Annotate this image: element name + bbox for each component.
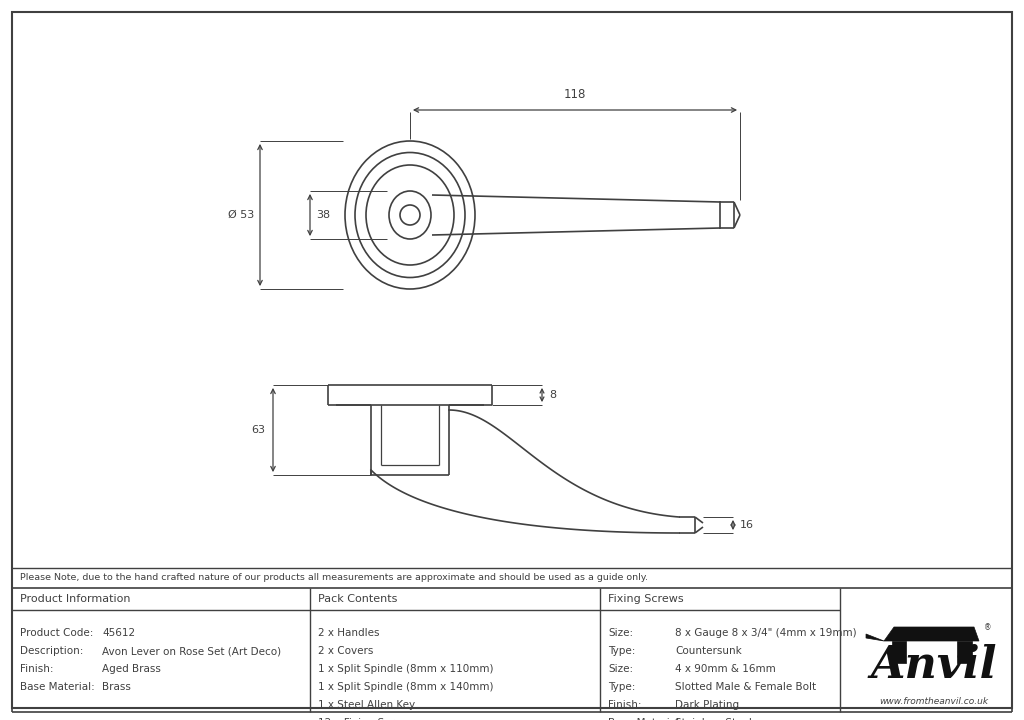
Text: ®: ®	[984, 624, 992, 632]
Text: Base Material:: Base Material:	[20, 682, 95, 692]
Text: Base Material:: Base Material:	[608, 718, 683, 720]
Text: From the: From the	[921, 628, 968, 638]
Text: Dark Plating: Dark Plating	[675, 700, 739, 710]
Text: Finish:: Finish:	[608, 700, 641, 710]
Text: Description:: Description:	[20, 646, 83, 656]
Text: Type:: Type:	[608, 646, 635, 656]
Text: Fixing Screws: Fixing Screws	[608, 594, 684, 604]
Text: 2 x Covers: 2 x Covers	[318, 646, 374, 656]
Text: Type:: Type:	[608, 682, 635, 692]
Text: Stainless Steel: Stainless Steel	[675, 718, 752, 720]
Text: 1 x Steel Allen Key: 1 x Steel Allen Key	[318, 700, 415, 710]
Text: Pack Contents: Pack Contents	[318, 594, 397, 604]
Text: 38: 38	[316, 210, 330, 220]
Text: 4 x 90mm & 16mm: 4 x 90mm & 16mm	[675, 664, 776, 674]
Text: Product Information: Product Information	[20, 594, 130, 604]
Text: Avon Lever on Rose Set (Art Deco): Avon Lever on Rose Set (Art Deco)	[102, 646, 282, 656]
Text: Product Code:: Product Code:	[20, 628, 93, 638]
Polygon shape	[957, 641, 972, 663]
Text: www.fromtheanvil.co.uk: www.fromtheanvil.co.uk	[880, 696, 988, 706]
Text: Countersunk: Countersunk	[675, 646, 741, 656]
Text: Aged Brass: Aged Brass	[102, 664, 161, 674]
Text: 63: 63	[251, 425, 265, 435]
Text: Please Note, due to the hand crafted nature of our products all measurements are: Please Note, due to the hand crafted nat…	[20, 574, 648, 582]
Text: 45612: 45612	[102, 628, 135, 638]
Text: 1 x Split Spindle (8mm x 110mm): 1 x Split Spindle (8mm x 110mm)	[318, 664, 494, 674]
Polygon shape	[866, 634, 884, 641]
Text: Ø 53: Ø 53	[227, 210, 254, 220]
Text: Anvil: Anvil	[870, 644, 997, 688]
Text: 12 x Fixing Screws: 12 x Fixing Screws	[318, 718, 415, 720]
Polygon shape	[892, 641, 906, 663]
Text: 8 x Gauge 8 x 3/4" (4mm x 19mm): 8 x Gauge 8 x 3/4" (4mm x 19mm)	[675, 628, 857, 638]
Polygon shape	[884, 627, 979, 641]
Text: Size:: Size:	[608, 628, 633, 638]
Text: 2 x Handles: 2 x Handles	[318, 628, 380, 638]
Text: 16: 16	[740, 520, 754, 530]
Text: Slotted Male & Female Bolt: Slotted Male & Female Bolt	[675, 682, 816, 692]
Text: 118: 118	[564, 88, 586, 101]
Text: 8: 8	[549, 390, 556, 400]
Text: Size:: Size:	[608, 664, 633, 674]
Text: 1 x Split Spindle (8mm x 140mm): 1 x Split Spindle (8mm x 140mm)	[318, 682, 494, 692]
Text: Finish:: Finish:	[20, 664, 53, 674]
Text: Brass: Brass	[102, 682, 131, 692]
